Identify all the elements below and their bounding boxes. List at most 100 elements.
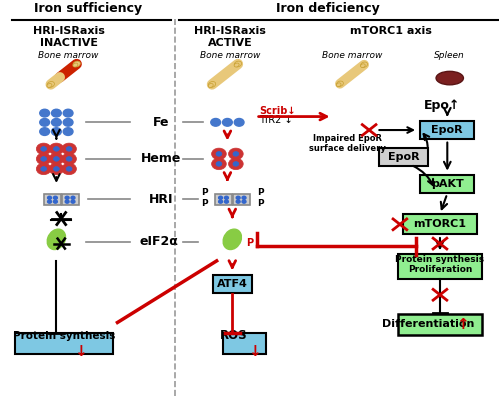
Ellipse shape: [336, 83, 341, 87]
Bar: [215, 194, 232, 205]
Text: HRI: HRI: [149, 193, 174, 206]
Circle shape: [212, 148, 226, 160]
Ellipse shape: [73, 63, 78, 67]
Circle shape: [224, 200, 228, 203]
FancyBboxPatch shape: [398, 314, 481, 335]
FancyBboxPatch shape: [212, 276, 252, 293]
FancyBboxPatch shape: [222, 333, 266, 354]
Circle shape: [54, 167, 60, 171]
Bar: [232, 194, 250, 205]
Circle shape: [224, 196, 228, 199]
Circle shape: [71, 200, 75, 203]
FancyBboxPatch shape: [420, 121, 474, 139]
Circle shape: [228, 158, 243, 170]
Text: ↑: ↑: [456, 317, 468, 332]
Circle shape: [36, 163, 51, 175]
Circle shape: [62, 163, 76, 175]
Ellipse shape: [73, 61, 80, 67]
FancyBboxPatch shape: [420, 175, 474, 193]
Text: HRI-ISRaxis: HRI-ISRaxis: [194, 26, 266, 36]
Circle shape: [66, 156, 72, 161]
Text: Iron deficiency: Iron deficiency: [276, 2, 380, 15]
Text: Bone marrow: Bone marrow: [322, 51, 382, 60]
Circle shape: [63, 128, 73, 135]
Circle shape: [233, 162, 239, 166]
Text: INACTIVE: INACTIVE: [40, 38, 98, 48]
Text: P: P: [257, 188, 264, 197]
Text: ACTIVE: ACTIVE: [208, 38, 252, 48]
Text: eIF2α: eIF2α: [140, 235, 178, 248]
Text: ↓: ↓: [248, 344, 260, 359]
FancyBboxPatch shape: [398, 254, 481, 279]
Text: Bone marrow: Bone marrow: [200, 51, 260, 60]
Text: Bone marrow: Bone marrow: [38, 51, 99, 60]
Circle shape: [49, 163, 64, 175]
Text: Impaired EpoR
surface delivery: Impaired EpoR surface delivery: [308, 134, 386, 153]
Text: HRI-ISRaxis: HRI-ISRaxis: [32, 26, 104, 36]
Circle shape: [40, 167, 46, 171]
Circle shape: [66, 146, 72, 151]
Circle shape: [63, 118, 73, 126]
Text: mTORC1: mTORC1: [414, 219, 467, 229]
Circle shape: [48, 200, 52, 203]
Circle shape: [236, 200, 240, 203]
Text: Iron sufficiency: Iron sufficiency: [34, 2, 142, 15]
Circle shape: [228, 148, 243, 160]
Text: ↓: ↓: [74, 344, 87, 359]
Circle shape: [65, 196, 69, 199]
Text: mTORC1 axis: mTORC1 axis: [350, 26, 432, 36]
Circle shape: [65, 200, 69, 203]
Bar: [62, 194, 78, 205]
Circle shape: [40, 146, 46, 151]
Circle shape: [36, 143, 51, 155]
Circle shape: [36, 153, 51, 165]
Ellipse shape: [47, 229, 66, 250]
Circle shape: [40, 156, 46, 161]
Circle shape: [234, 118, 244, 126]
Circle shape: [218, 196, 222, 199]
Ellipse shape: [360, 64, 365, 67]
Text: Epo↑: Epo↑: [424, 98, 461, 112]
Circle shape: [49, 153, 64, 165]
Ellipse shape: [47, 81, 54, 87]
Circle shape: [54, 146, 60, 151]
Text: Scrib↓: Scrib↓: [259, 106, 296, 116]
Circle shape: [40, 118, 50, 126]
Circle shape: [211, 118, 220, 126]
Circle shape: [236, 196, 240, 199]
Text: Spleen: Spleen: [434, 51, 465, 60]
Circle shape: [242, 196, 246, 199]
Ellipse shape: [234, 63, 239, 67]
Text: P: P: [201, 198, 208, 208]
Text: pAKT: pAKT: [431, 179, 464, 189]
Circle shape: [54, 200, 58, 203]
Text: Fe: Fe: [153, 116, 170, 129]
Circle shape: [71, 196, 75, 199]
Text: EpoR: EpoR: [388, 152, 419, 162]
Ellipse shape: [336, 81, 344, 87]
Circle shape: [40, 128, 50, 135]
Circle shape: [233, 152, 239, 156]
Circle shape: [242, 200, 246, 203]
Circle shape: [216, 162, 222, 166]
Circle shape: [62, 153, 76, 165]
Circle shape: [52, 128, 62, 135]
Ellipse shape: [208, 83, 213, 87]
Ellipse shape: [208, 81, 216, 87]
Ellipse shape: [360, 62, 368, 67]
Text: ROS: ROS: [220, 330, 248, 343]
Text: P: P: [246, 237, 253, 247]
Text: Differentiation: Differentiation: [382, 320, 474, 330]
Circle shape: [54, 156, 60, 161]
Circle shape: [62, 143, 76, 155]
Circle shape: [49, 143, 64, 155]
Circle shape: [52, 109, 62, 117]
FancyBboxPatch shape: [404, 214, 476, 234]
Circle shape: [212, 158, 226, 170]
Bar: [44, 194, 61, 205]
Text: Protein synthesis: Protein synthesis: [12, 331, 115, 341]
Circle shape: [40, 109, 50, 117]
FancyBboxPatch shape: [379, 148, 428, 166]
Text: P: P: [257, 198, 264, 208]
Text: Protein synthesis
Proliferation: Protein synthesis Proliferation: [396, 255, 484, 274]
